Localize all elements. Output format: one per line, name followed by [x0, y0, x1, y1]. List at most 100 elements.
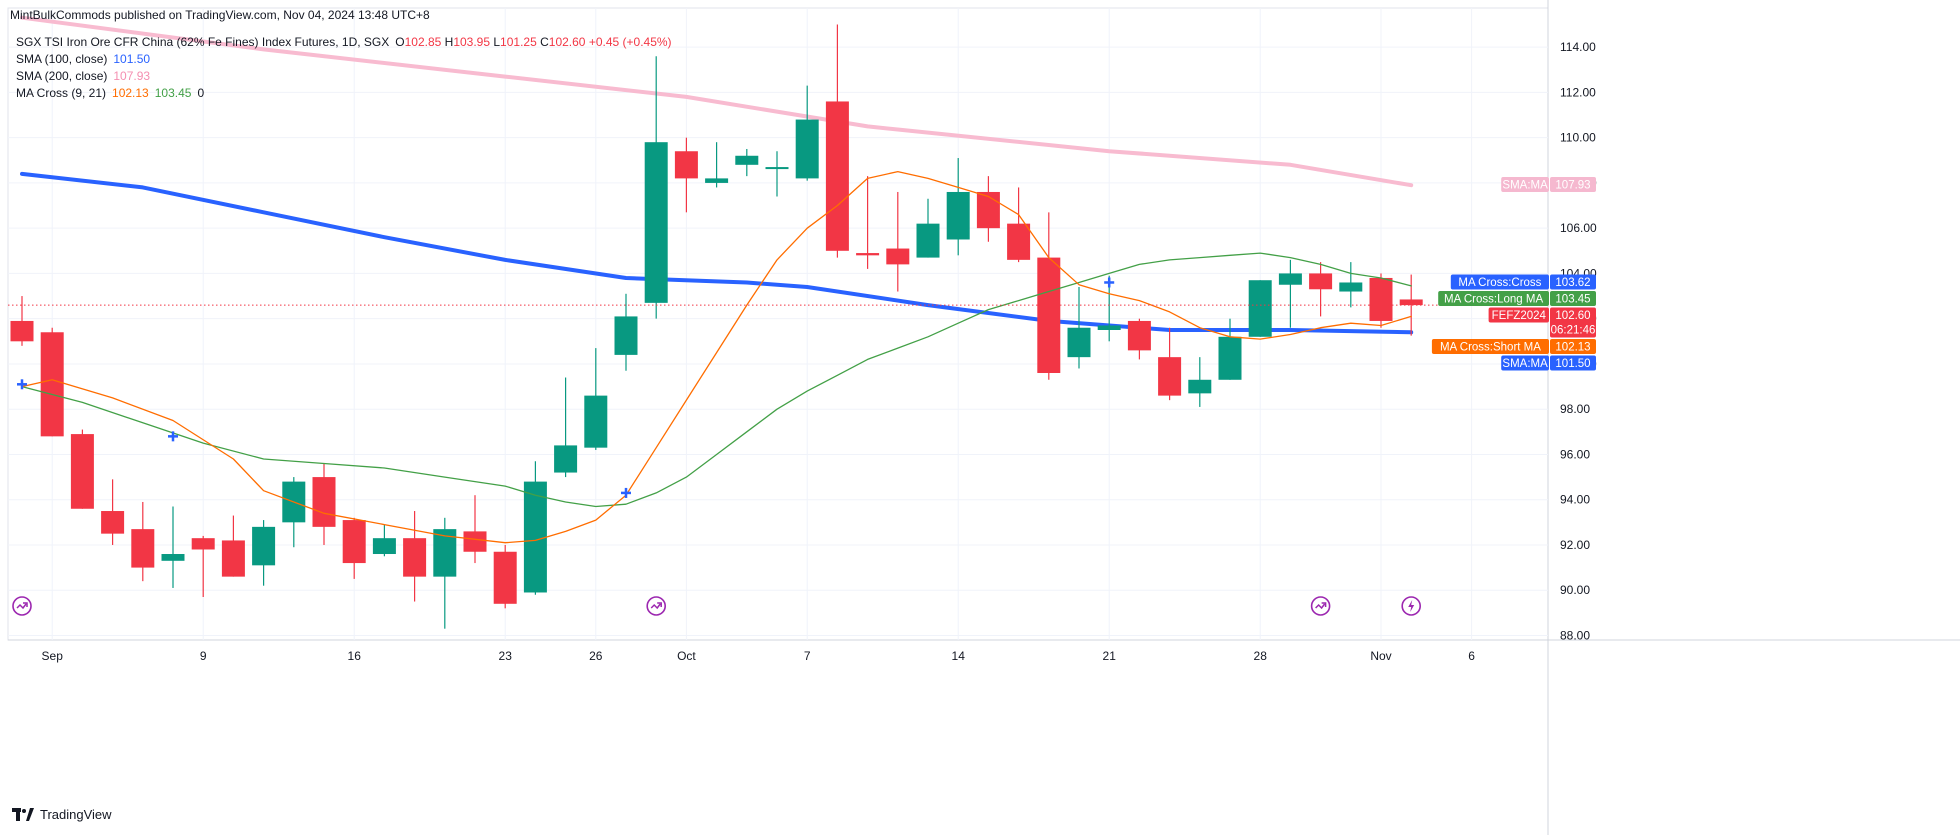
candle: [342, 517, 366, 579]
candle: [403, 511, 427, 602]
candle-body: [1218, 336, 1242, 380]
ma-cross-long-value: 103.45: [154, 86, 192, 100]
lightning-glyph: [1408, 600, 1415, 612]
price-tag-value: 101.50: [1555, 358, 1590, 370]
candle: [10, 296, 34, 346]
price-tag: 102.13 MA Cross:Short MA: [1431, 339, 1596, 355]
price-tag: 101.50 SMA:MA: [1501, 355, 1596, 371]
price-tick-label: 94.00: [1560, 493, 1590, 507]
price-tag-value-box: [1550, 355, 1596, 371]
candle-body: [372, 538, 396, 555]
candle: [312, 463, 336, 545]
time-tick-label: 14: [952, 649, 966, 663]
candle: [161, 506, 185, 588]
candle-body: [554, 445, 578, 473]
open-value: 102.85: [404, 35, 442, 49]
candle-body: [40, 332, 64, 437]
ma-cross-label: MA Cross (9, 21): [16, 86, 107, 100]
candle: [554, 377, 578, 478]
candle: [372, 524, 396, 557]
time-tick-label: 6: [1468, 649, 1475, 663]
time-axis[interactable]: Sep 9 16 23 26 Oct 7 14 21 28 Nov 6: [42, 649, 1476, 663]
price-tick-label: 90.00: [1560, 583, 1590, 597]
change-value: +0.45 (+0.45%): [588, 35, 672, 49]
arrow-circle-icon: [1310, 596, 1331, 616]
candle: [1007, 187, 1031, 263]
time-tick-label: 28: [1254, 649, 1268, 663]
candle: [1127, 318, 1151, 360]
candle: [735, 148, 759, 177]
time-tick-label: Oct: [677, 649, 696, 663]
candle: [1399, 274, 1423, 336]
candle-body: [1188, 379, 1212, 394]
candle: [1309, 262, 1333, 317]
sma100-legend-row[interactable]: SMA (100, close) 101.50: [16, 51, 672, 68]
candle-body: [856, 253, 880, 256]
candles-layer: [10, 24, 1423, 629]
sma-200-line: [20, 15, 1414, 188]
candle: [131, 501, 155, 582]
candle: [1067, 287, 1091, 369]
candle: [463, 495, 487, 564]
candle: [584, 348, 608, 450]
candle: [40, 327, 64, 437]
footer-branding[interactable]: TradingView: [12, 807, 112, 822]
candle-body: [493, 551, 517, 604]
price-tag-value: 102.60: [1555, 310, 1590, 322]
sma200-legend-row[interactable]: SMA (200, close) 107.93: [16, 68, 672, 85]
time-tick-label: 7: [804, 649, 811, 663]
price-tag: 103.62 MA Cross:Cross: [1450, 274, 1596, 290]
candle-body: [433, 529, 457, 577]
candle-body: [221, 540, 245, 577]
candle: [886, 191, 910, 292]
candle: [70, 429, 94, 509]
cross-marker-icon: [621, 487, 631, 498]
open-label: O: [395, 35, 405, 49]
ma-cross-legend-row[interactable]: MA Cross (9, 21) 102.13 103.45 0: [16, 85, 672, 102]
candle-body: [1339, 282, 1363, 292]
candle: [1158, 327, 1182, 401]
candle: [1037, 212, 1061, 380]
time-tick-label: 16: [348, 649, 362, 663]
sma200-label: SMA (200, close): [16, 69, 108, 83]
price-tag-value: 102.13: [1555, 342, 1590, 354]
candle-body: [1399, 299, 1423, 306]
price-tag-label: SMA:MA: [1502, 358, 1548, 370]
arrow-circle-icon: [12, 596, 32, 616]
price-tag: 102.60 06:21:46 FEFZ2024: [1488, 307, 1596, 338]
close-value: 102.60: [548, 35, 586, 49]
sma200-value: 107.93: [113, 69, 151, 83]
sma-200-layer: [20, 15, 1414, 188]
candle: [614, 293, 638, 371]
candle-body: [765, 167, 789, 170]
cross-marker-icon: [17, 379, 27, 390]
candle: [1218, 318, 1242, 380]
candle: [1248, 280, 1272, 337]
price-tick-label: 106.00: [1560, 221, 1597, 235]
candle: [644, 56, 668, 319]
candle-body: [191, 538, 215, 550]
candle-body: [825, 101, 849, 251]
candle-body: [161, 554, 185, 561]
price-tag-label-box: [1501, 355, 1549, 371]
grid: [7, 0, 1960, 835]
price-tag-label-box: [1488, 307, 1549, 323]
ma-cross-long-line: [21, 252, 1412, 508]
price-tag-label: MA Cross:Short MA: [1440, 342, 1541, 354]
candle-body: [101, 511, 125, 534]
candle-body: [1007, 223, 1031, 260]
time-tick-label: 26: [589, 649, 603, 663]
price-tag: 103.45 MA Cross:Long MA: [1438, 291, 1596, 307]
candle-body: [523, 481, 547, 593]
price-tag: 107.93 SMA:MA: [1501, 177, 1596, 193]
arrow-head: [23, 602, 28, 607]
price-tag-label: SMA:MA: [1502, 180, 1548, 192]
markers-layer: [12, 277, 1421, 616]
price-tick-label: 110.00: [1560, 131, 1596, 145]
candle: [282, 477, 306, 548]
candle-body: [1037, 257, 1061, 373]
ma-cross-extra-value: 0: [197, 86, 205, 100]
low-value: 101.25: [500, 35, 537, 49]
symbol-legend-row[interactable]: SGX TSI Iron Ore CFR China (62% Fe Fines…: [16, 34, 672, 51]
